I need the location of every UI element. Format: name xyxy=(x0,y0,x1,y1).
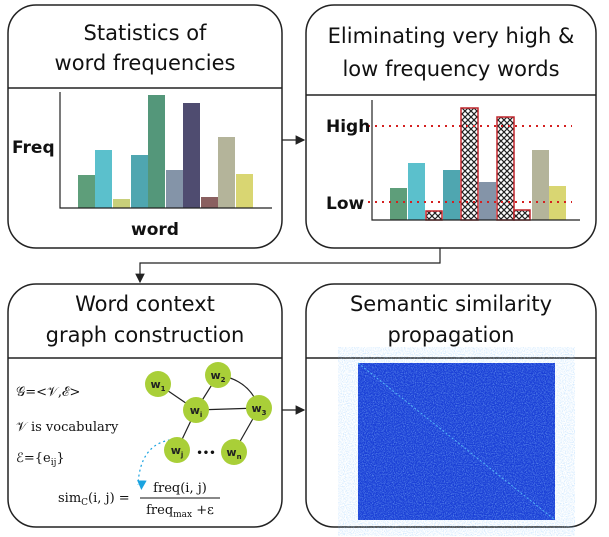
threshold-label: High xyxy=(326,117,370,137)
panel-title: graph construction xyxy=(46,323,245,347)
histogram-illustration xyxy=(59,92,272,209)
definition: 𝒢=<𝒱,ℰ> xyxy=(16,385,80,400)
panel-title: word frequencies xyxy=(55,51,236,75)
axis-label: word xyxy=(131,220,179,240)
formula-denominator: freqmax +ε xyxy=(146,503,214,520)
panel-title: Semantic similarity xyxy=(350,292,552,316)
panel-title: Eliminating very high & xyxy=(328,24,575,48)
ellipsis: ••• xyxy=(196,448,215,459)
node-label: w1 xyxy=(150,378,165,393)
similarity-heatmap xyxy=(357,362,556,521)
node-label: wi xyxy=(190,404,203,419)
panel-title: low frequency words xyxy=(342,57,559,81)
node-label: w3 xyxy=(251,402,266,417)
panel-title: propagation xyxy=(388,323,515,347)
panel-title: Statistics of xyxy=(84,21,208,45)
panel-title: Word context xyxy=(75,292,215,316)
definition: 𝒱 is vocabulary xyxy=(16,420,119,435)
axis-label: Freq xyxy=(12,138,55,158)
graph-nodes xyxy=(145,362,272,465)
arrows xyxy=(135,135,441,415)
definition: ℰ={eij} xyxy=(16,451,65,468)
formula-lhs: simC(i, j) = xyxy=(58,491,130,508)
node-label: wj xyxy=(171,444,184,459)
threshold-label: Low xyxy=(326,194,365,214)
filtered-histogram-illustration xyxy=(368,100,580,221)
node-label: w2 xyxy=(210,369,225,384)
formula-numerator: freq(i, j) xyxy=(153,481,207,496)
node-label: wn xyxy=(226,446,241,461)
